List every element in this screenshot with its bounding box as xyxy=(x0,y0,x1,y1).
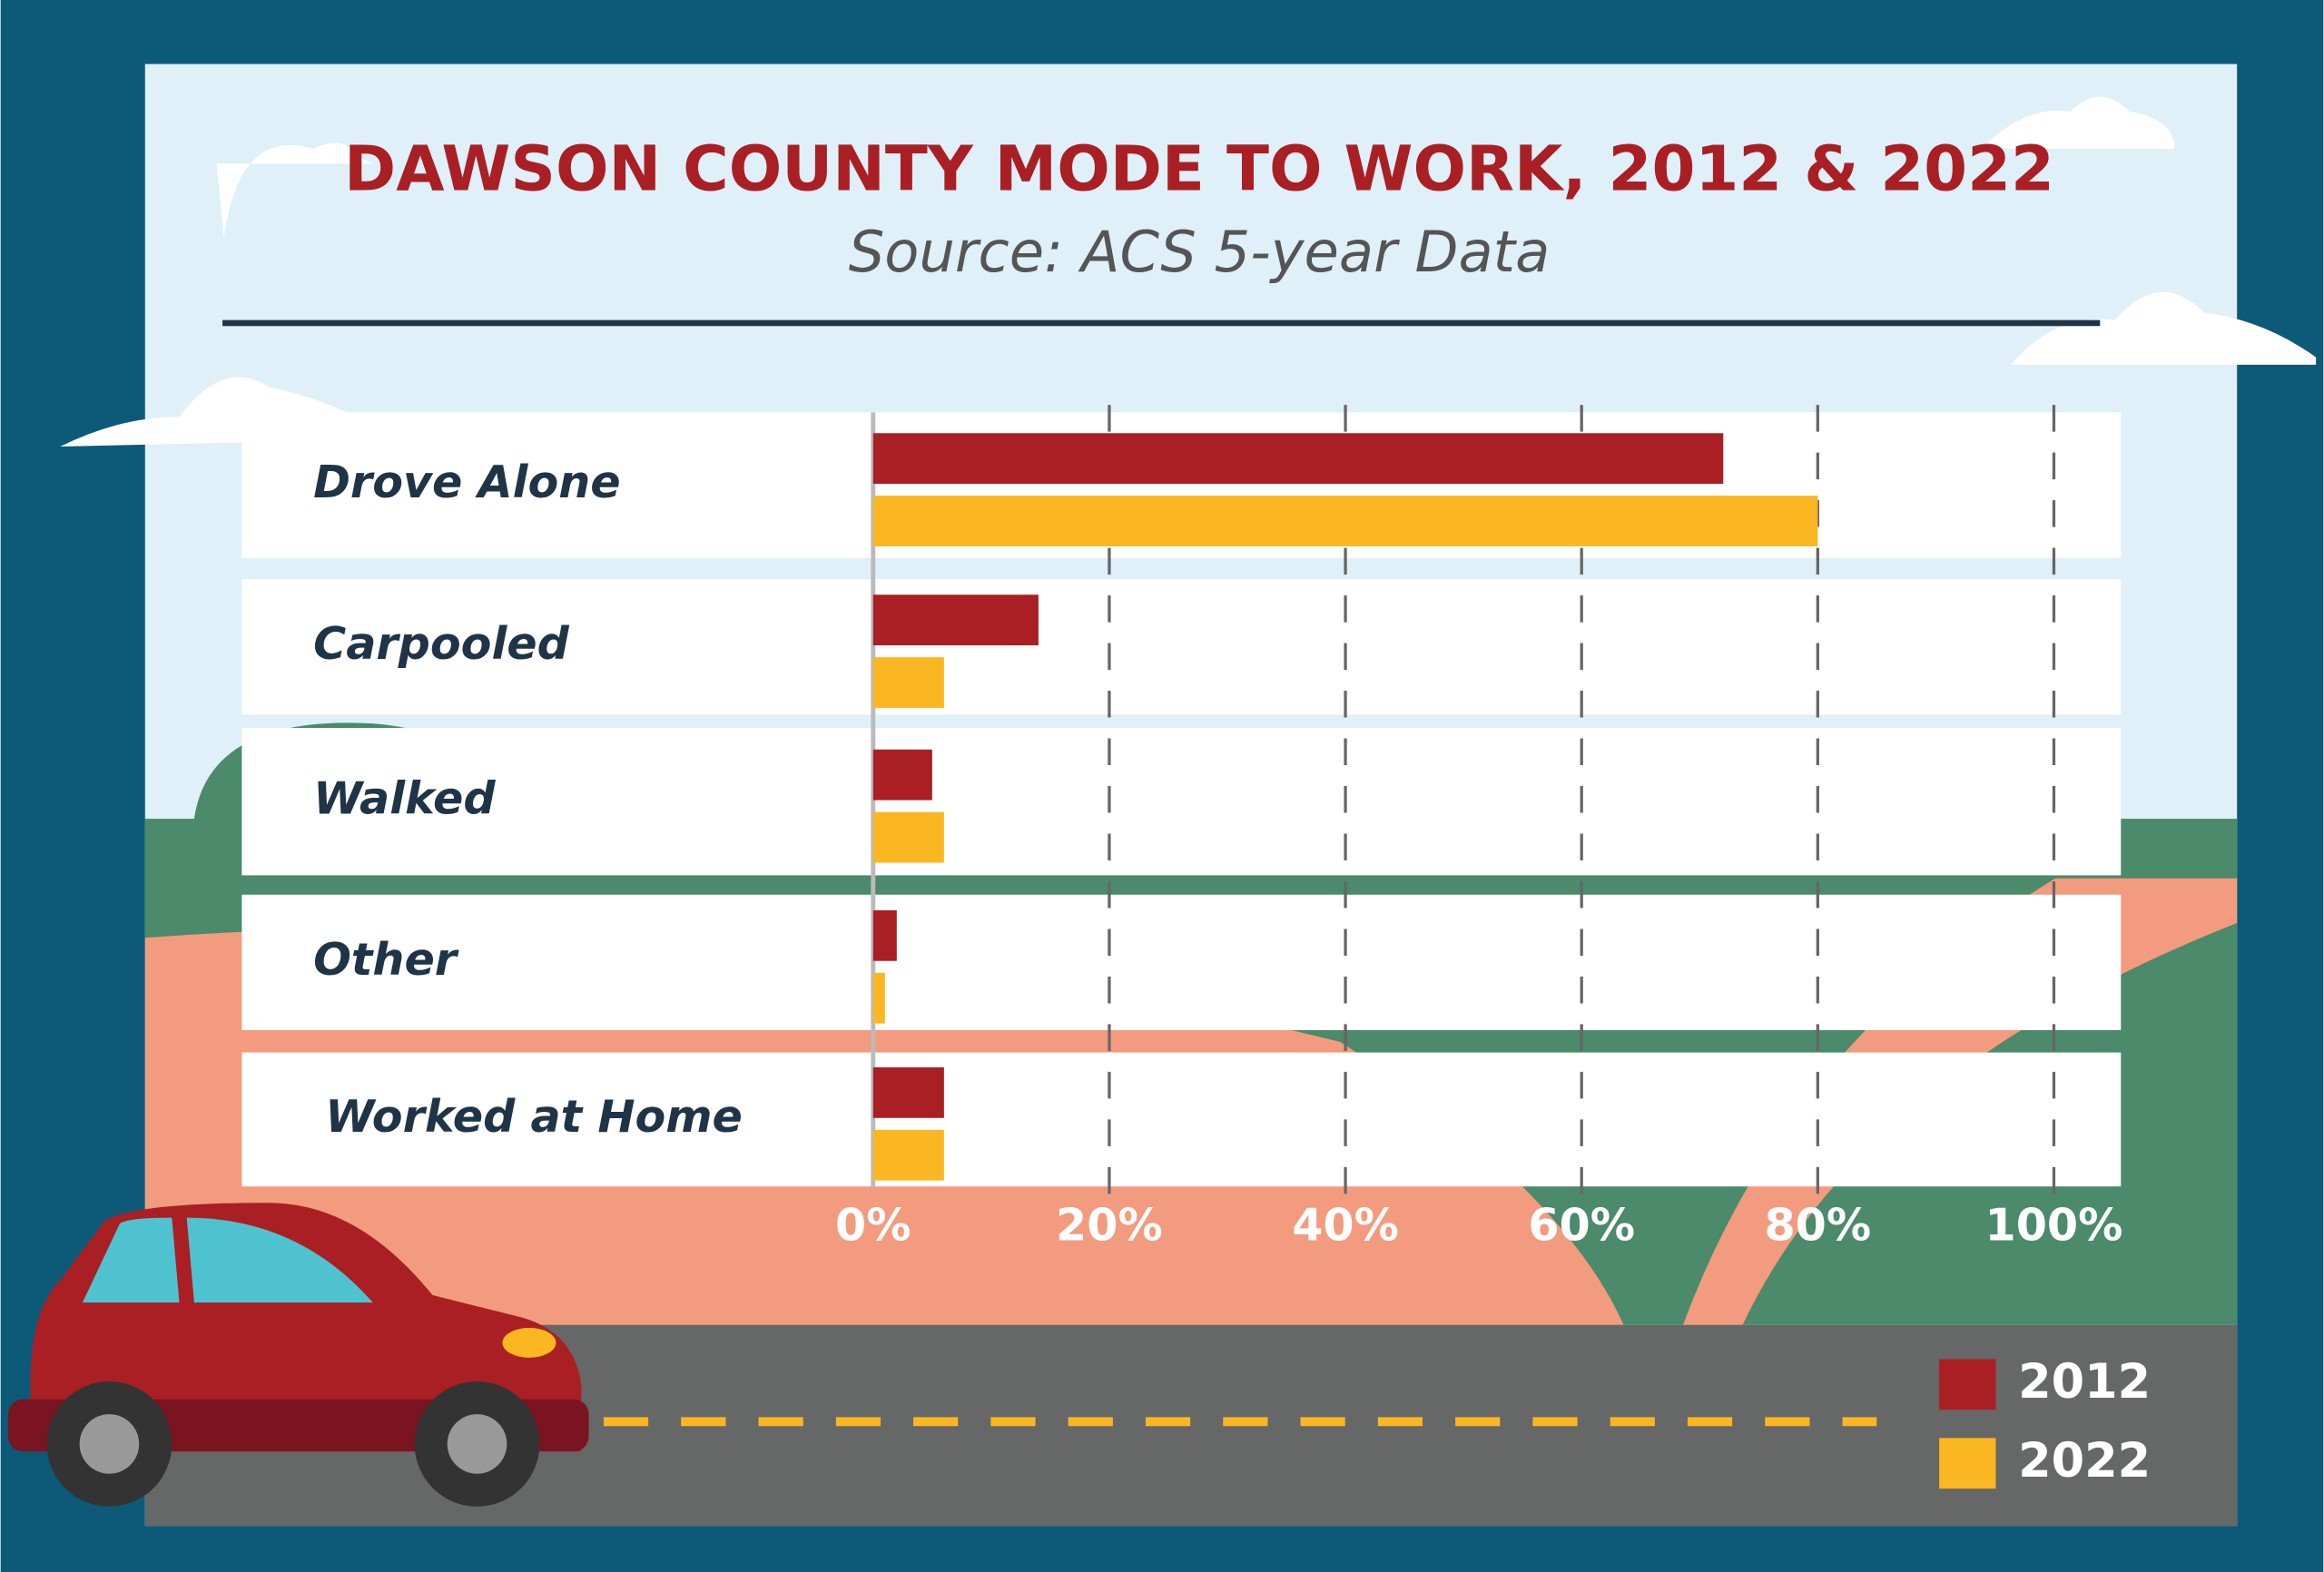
bar xyxy=(872,657,944,708)
legend-swatch xyxy=(1939,1359,1996,1410)
category-label: Carpooled xyxy=(313,617,570,670)
chart-subtitle: Source: ACS 5-year Data xyxy=(849,219,1551,285)
row-panel xyxy=(241,894,2122,1030)
category-label: Worked at Home xyxy=(325,1090,743,1143)
legend-swatch xyxy=(1939,1438,1996,1489)
row-panel xyxy=(241,728,2122,876)
car-illustration xyxy=(7,1203,589,1507)
chart-title: DAWSON COUNTY MODE TO WORK, 2012 & 2022 xyxy=(344,133,2054,205)
row-panel xyxy=(241,1052,2122,1187)
bar xyxy=(872,594,1039,646)
x-tick-label: 40% xyxy=(1292,1199,1399,1252)
row-panel xyxy=(241,579,2122,715)
x-tick-label: 0% xyxy=(835,1199,911,1252)
legend-label: 2012 xyxy=(2018,1354,2151,1410)
category-label: Walked xyxy=(313,772,496,825)
bar xyxy=(872,433,1724,485)
bars xyxy=(872,433,1818,1181)
labels: Drove Alone Carpooled Walked Other Worked at… xyxy=(313,456,2151,1489)
bar xyxy=(872,811,944,863)
bar xyxy=(872,749,932,801)
bar xyxy=(872,496,1818,546)
x-tick-label: 80% xyxy=(1764,1199,1871,1252)
category-label: Drove Alone xyxy=(313,456,621,508)
x-tick-label: 100% xyxy=(1984,1199,2122,1252)
category-label: Other xyxy=(313,933,459,986)
x-tick-label: 60% xyxy=(1528,1199,1635,1252)
bar xyxy=(872,909,897,961)
bar xyxy=(872,1066,944,1118)
rows xyxy=(241,412,2122,1187)
legend-label: 2022 xyxy=(2018,1433,2151,1488)
x-tick-label: 20% xyxy=(1056,1199,1163,1252)
bar xyxy=(872,972,885,1024)
bar xyxy=(872,1129,944,1181)
